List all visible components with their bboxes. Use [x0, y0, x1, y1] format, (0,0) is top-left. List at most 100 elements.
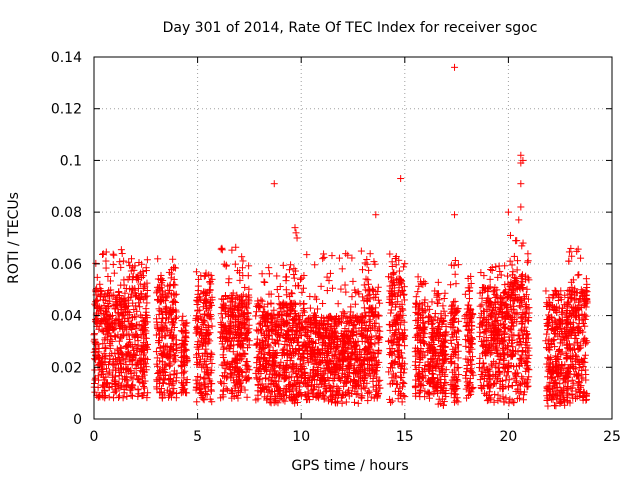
data-point: [117, 263, 125, 271]
data-point: [93, 273, 101, 281]
data-point: [133, 331, 141, 339]
data-point: [171, 351, 179, 359]
data-point: [128, 381, 136, 389]
data-point: [114, 350, 122, 358]
data-point: [104, 370, 112, 378]
data-point: [116, 299, 124, 307]
data-point: [132, 351, 140, 359]
data-point: [134, 341, 142, 349]
data-point: [121, 314, 129, 322]
data-point: [137, 347, 145, 355]
data-point: [159, 379, 167, 387]
data-point: [143, 287, 151, 295]
data-point: [115, 392, 123, 400]
data-point: [107, 332, 115, 340]
data-point: [135, 376, 143, 384]
data-point: [169, 255, 177, 263]
data-point: [117, 246, 125, 254]
data-point: [119, 309, 127, 317]
data-point: [101, 394, 109, 402]
data-point: [170, 358, 178, 366]
data-point: [109, 366, 117, 374]
data-point: [113, 357, 121, 365]
data-point: [126, 262, 134, 270]
data-point: [109, 250, 117, 258]
data-point: [208, 387, 216, 395]
data-point: [110, 269, 118, 277]
data-point: [110, 325, 118, 333]
data-point: [99, 340, 107, 348]
data-point: [207, 349, 215, 357]
data-point: [133, 307, 141, 315]
data-point: [129, 286, 137, 294]
data-point: [102, 257, 110, 265]
data-point: [301, 308, 309, 316]
data-point: [141, 368, 149, 376]
data-point: [111, 349, 119, 357]
data-point: [135, 321, 143, 329]
data-point: [121, 289, 129, 297]
data-point: [100, 301, 108, 309]
data-point: [115, 337, 123, 345]
data-point: [92, 286, 100, 294]
data-point: [116, 344, 124, 352]
data-point: [134, 385, 142, 393]
data-point: [129, 273, 137, 281]
data-point: [126, 367, 134, 375]
data-point: [123, 392, 131, 400]
data-point: [108, 312, 116, 320]
data-point: [142, 334, 150, 342]
data-point: [115, 394, 123, 402]
data-point: [118, 250, 126, 258]
data-point: [106, 322, 114, 330]
data-point: [127, 255, 135, 263]
data-point: [160, 389, 168, 397]
data-point: [143, 394, 151, 402]
data-point: [142, 267, 150, 275]
data-point: [126, 285, 134, 293]
data-point: [113, 345, 121, 353]
data-point: [139, 285, 147, 293]
data-point: [103, 365, 111, 373]
data-point: [114, 364, 122, 372]
data-point: [119, 355, 127, 363]
data-point: [102, 248, 110, 256]
data-point: [94, 353, 102, 361]
data-point: [115, 310, 123, 318]
data-point: [136, 303, 144, 311]
data-point: [132, 302, 140, 310]
data-point: [122, 299, 130, 307]
data-point: [122, 343, 130, 351]
data-point: [104, 302, 112, 310]
data-point: [101, 344, 109, 352]
data-point: [129, 346, 137, 354]
data-point: [167, 274, 175, 282]
data-point: [111, 377, 119, 385]
data-point: [238, 253, 246, 261]
data-point: [120, 331, 128, 339]
data-point: [109, 261, 117, 269]
data-point: [139, 268, 147, 276]
data-point: [103, 380, 111, 388]
data-point: [105, 384, 113, 392]
data-point: [192, 268, 200, 276]
data-point: [128, 325, 136, 333]
data-point: [93, 297, 101, 305]
data-point: [120, 383, 128, 391]
data-point: [117, 344, 125, 352]
data-point: [170, 297, 178, 305]
data-point: [140, 318, 148, 326]
data-point: [125, 335, 133, 343]
data-point: [105, 393, 113, 401]
data-point: [120, 276, 128, 284]
data-point: [99, 250, 107, 258]
data-point: [112, 387, 120, 395]
data-point: [225, 279, 233, 287]
data-point: [244, 272, 252, 280]
data-point: [138, 322, 146, 330]
data-point: [218, 314, 226, 322]
data-point: [95, 354, 103, 362]
data-point: [117, 281, 125, 289]
data-point: [101, 386, 109, 394]
data-point: [128, 343, 136, 351]
